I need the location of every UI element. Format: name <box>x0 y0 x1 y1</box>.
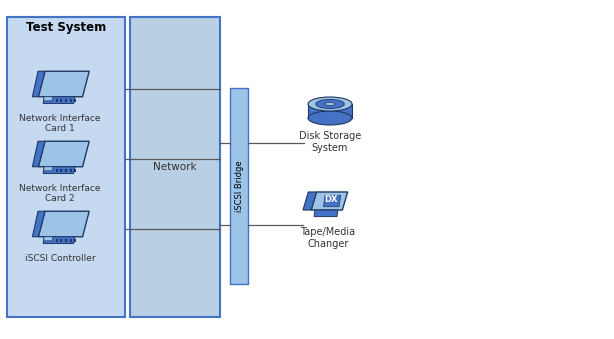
Bar <box>60 169 63 172</box>
Polygon shape <box>38 141 89 167</box>
Bar <box>65 239 67 241</box>
Bar <box>65 169 67 172</box>
Polygon shape <box>38 211 89 237</box>
Polygon shape <box>33 71 45 97</box>
Polygon shape <box>33 141 45 167</box>
Polygon shape <box>311 192 348 210</box>
FancyBboxPatch shape <box>130 17 220 317</box>
Bar <box>55 169 58 172</box>
Polygon shape <box>38 71 89 97</box>
Polygon shape <box>44 97 53 101</box>
Bar <box>60 99 63 101</box>
Polygon shape <box>43 167 75 174</box>
Bar <box>60 239 63 241</box>
Text: Network: Network <box>153 162 197 172</box>
Text: iSCSI Controller: iSCSI Controller <box>25 254 95 263</box>
Bar <box>55 99 58 101</box>
Text: iSCSI Bridge: iSCSI Bridge <box>235 160 244 212</box>
Ellipse shape <box>308 111 352 125</box>
Bar <box>69 169 72 172</box>
Ellipse shape <box>325 102 335 105</box>
Bar <box>74 99 76 101</box>
Text: Network Interface
Card 1: Network Interface Card 1 <box>19 114 101 134</box>
Text: Test System: Test System <box>26 20 106 34</box>
Bar <box>74 169 76 172</box>
Text: Network Interface
Card 2: Network Interface Card 2 <box>19 184 101 203</box>
Bar <box>69 239 72 241</box>
Polygon shape <box>43 97 75 103</box>
Polygon shape <box>44 237 53 241</box>
Ellipse shape <box>316 99 344 108</box>
Polygon shape <box>44 167 53 171</box>
Bar <box>69 99 72 101</box>
Bar <box>65 99 67 101</box>
Ellipse shape <box>308 97 352 111</box>
Polygon shape <box>308 104 352 118</box>
Polygon shape <box>314 210 338 217</box>
Polygon shape <box>303 192 317 210</box>
Bar <box>55 239 58 241</box>
Text: Tape/Media
Changer: Tape/Media Changer <box>300 227 356 248</box>
Polygon shape <box>324 195 341 207</box>
Bar <box>74 239 76 241</box>
Polygon shape <box>33 211 45 237</box>
Text: Disk Storage
System: Disk Storage System <box>299 131 361 153</box>
Polygon shape <box>43 237 75 243</box>
FancyBboxPatch shape <box>7 17 125 317</box>
Text: DX: DX <box>325 195 338 204</box>
FancyBboxPatch shape <box>230 88 248 284</box>
